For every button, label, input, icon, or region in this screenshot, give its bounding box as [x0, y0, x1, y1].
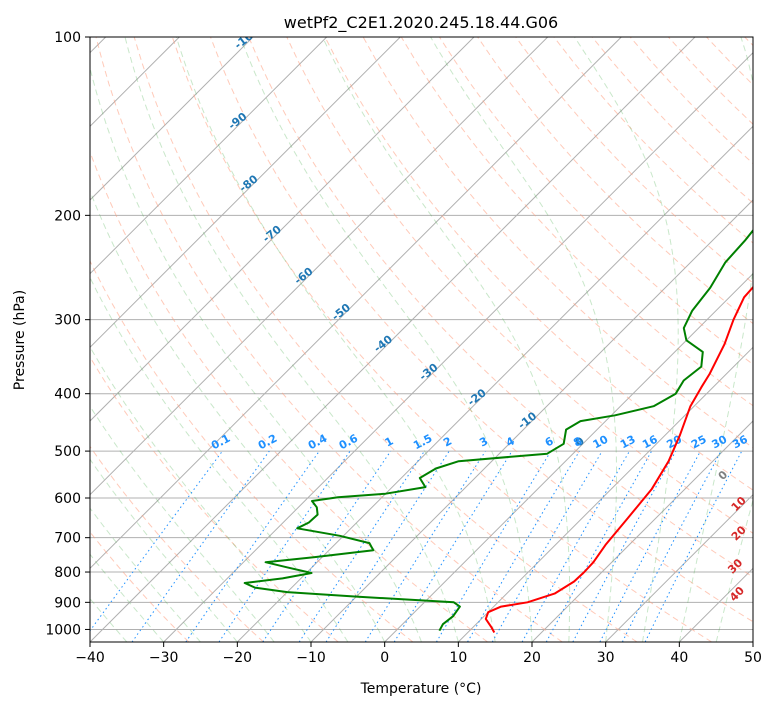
isotherm-line	[90, 37, 328, 275]
moist-adiabat-line	[90, 553, 165, 642]
isotherm-line	[90, 37, 696, 642]
mixing-ratio-line	[298, 450, 425, 642]
isotherm-line	[605, 493, 753, 642]
isotherm-line	[90, 37, 401, 349]
x-tick-label: −10	[296, 650, 326, 666]
mixing-ratio-label: 16	[640, 433, 660, 452]
profile-series	[243, 228, 753, 633]
y-tick-label: 1000	[45, 622, 81, 638]
dewpoint-profile-line	[243, 228, 753, 632]
y-tick-label: 500	[54, 444, 81, 460]
x-tick-label: −30	[149, 650, 179, 666]
x-axis: −40 −30 −20 −10 0 10 20 30 40 50	[75, 642, 762, 666]
temperature-profile-line	[484, 285, 753, 633]
mixing-ratio-line	[185, 450, 320, 642]
moist-adiabat-line	[715, 498, 753, 642]
mixing-ratio-line	[364, 450, 486, 642]
y-axis-label: Pressure (hPa)	[12, 290, 28, 390]
y-tick-label: 300	[54, 313, 81, 329]
moist-adiabat-line	[239, 37, 533, 642]
dry-adiabat-line	[90, 259, 414, 642]
moist-adiabat-line	[430, 37, 617, 642]
y-tick-label: 200	[54, 208, 81, 224]
mixing-ratio-label: 25	[689, 433, 709, 452]
background-lines	[90, 37, 753, 642]
moist-adiabat-line	[124, 37, 459, 642]
mixing-ratio-label: 13	[618, 433, 638, 452]
moist-adiabat-line	[322, 37, 571, 642]
isotherm-line	[90, 37, 254, 201]
moist-adiabat-line	[175, 37, 496, 642]
x-tick-label: 50	[744, 650, 762, 666]
plot-frame	[89, 36, 754, 643]
y-tick-label: 900	[54, 595, 81, 611]
x-axis-label: Temperature (°C)	[360, 681, 482, 697]
moist-adiabat-line	[90, 276, 349, 642]
x-tick-label: 10	[449, 650, 467, 666]
isotherm-line	[236, 125, 753, 642]
dry-adiabat-line	[515, 37, 753, 284]
y-tick-label: 100	[54, 30, 81, 46]
dry-adiabat-line	[324, 37, 753, 491]
x-tick-label: −40	[75, 650, 105, 666]
x-tick-label: 20	[523, 650, 541, 666]
y-tick-label: 600	[54, 491, 81, 507]
isotherm-line	[457, 346, 753, 642]
dry-adiabat-line	[95, 37, 563, 642]
mixing-ratio-label: 36	[730, 433, 750, 452]
moist-adiabat-line	[90, 458, 238, 642]
dry-adiabat-line	[90, 445, 264, 642]
dry-adiabat-line	[248, 37, 753, 578]
mixing-ratio-line	[218, 450, 351, 642]
moist-adiabat-line	[678, 37, 753, 642]
moist-adiabat-line	[90, 405, 275, 642]
mixing-ratio-label: 10	[591, 433, 611, 452]
isotherm-line	[531, 420, 753, 642]
mixing-ratio-line	[467, 450, 580, 642]
dry-adiabat-line	[210, 37, 753, 623]
mixing-ratio-line	[262, 450, 392, 642]
moist-adiabat-line	[90, 597, 128, 642]
mixing-ratio-line	[393, 450, 513, 642]
x-tick-label: 0	[380, 650, 389, 666]
x-tick-label: −20	[223, 650, 253, 666]
mixing-ratio-line	[599, 450, 701, 642]
chart-title: wetPf2_C2E1.2020.245.18.44.G06	[284, 13, 558, 33]
isotherm-line	[90, 37, 622, 570]
isotherm-line	[90, 37, 549, 496]
y-tick-label: 800	[54, 565, 81, 581]
y-tick-label: 400	[54, 387, 81, 403]
dry-adiabat-line	[133, 37, 638, 642]
moist-adiabat-line	[90, 507, 201, 642]
x-tick-label: 40	[670, 650, 688, 666]
moist-adiabat-line	[574, 37, 679, 642]
mixing-ratio-line	[572, 450, 677, 642]
dry-adiabat-line	[171, 37, 712, 642]
moist-adiabat-line	[90, 189, 386, 642]
mixing-ratio-label: 30	[710, 433, 730, 452]
isotherm-line	[90, 37, 475, 422]
moist-adiabat-line	[90, 345, 312, 642]
mixing-ratio-line	[325, 450, 450, 642]
x-tick-label: 30	[597, 650, 615, 666]
y-axis: 100 200 300 400 500 600 700 800 900 1000	[45, 30, 90, 638]
dry-adiabat-line	[286, 37, 753, 534]
isotherm-line	[163, 51, 753, 642]
y-tick-label: 700	[54, 531, 81, 547]
